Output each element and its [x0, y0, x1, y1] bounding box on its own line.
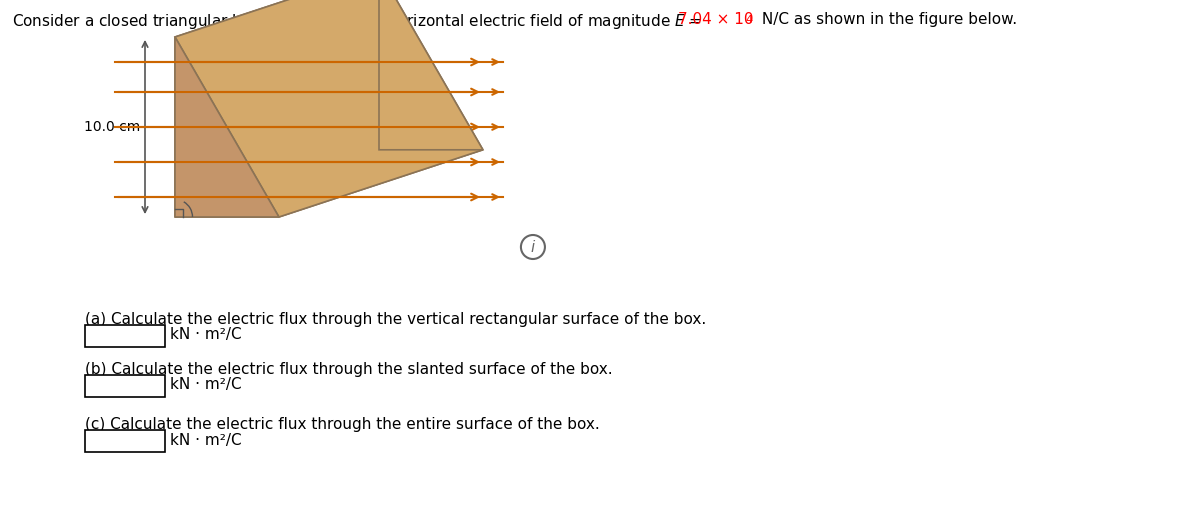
Bar — [85, 325, 166, 347]
Text: (a) Calculate the electric flux through the vertical rectangular surface of the : (a) Calculate the electric flux through … — [85, 312, 707, 327]
Text: i: i — [530, 240, 535, 254]
Text: 60.0°: 60.0° — [197, 192, 232, 205]
Text: kN · m²/C: kN · m²/C — [170, 377, 241, 393]
Text: 4: 4 — [745, 15, 752, 25]
Polygon shape — [175, 0, 379, 217]
Polygon shape — [175, 150, 482, 217]
Bar — [85, 430, 166, 452]
Polygon shape — [175, 37, 278, 217]
Polygon shape — [379, 0, 482, 150]
Text: kN · m²/C: kN · m²/C — [170, 328, 241, 343]
Text: N/C as shown in the figure below.: N/C as shown in the figure below. — [757, 12, 1018, 27]
Text: (c) Calculate the electric flux through the entire surface of the box.: (c) Calculate the electric flux through … — [85, 417, 600, 432]
Bar — [85, 375, 166, 397]
Text: 7.04 × 10: 7.04 × 10 — [678, 12, 754, 27]
Polygon shape — [175, 0, 482, 217]
Text: Consider a closed triangular box resting within a horizontal electric field of m: Consider a closed triangular box resting… — [12, 12, 703, 31]
Text: (b) Calculate the electric flux through the slanted surface of the box.: (b) Calculate the electric flux through … — [85, 362, 613, 377]
Text: 10.0 cm: 10.0 cm — [84, 120, 140, 134]
Text: kN · m²/C: kN · m²/C — [170, 433, 241, 447]
